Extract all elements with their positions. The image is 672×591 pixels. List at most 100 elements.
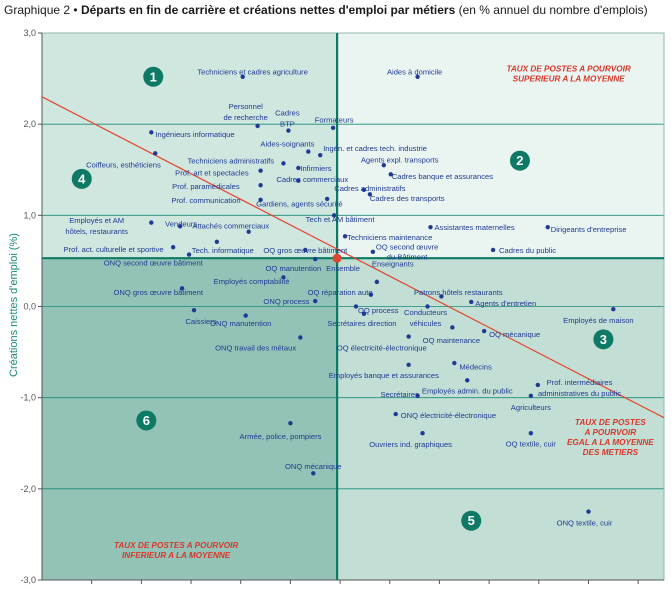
data-point (149, 220, 154, 225)
data-point (535, 382, 541, 388)
data-point (258, 168, 263, 173)
y-tick-label: 3,0 (23, 28, 36, 38)
data-label: OQ mécanique (489, 330, 540, 339)
quadrant-number-badge (509, 150, 530, 171)
data-label: ONQ travail des métaux (215, 344, 296, 353)
data-label: de recherche (224, 113, 268, 122)
grid-lines (42, 123, 664, 490)
data-label: Coiffeurs, esthéticiens (86, 160, 161, 169)
data-point (393, 411, 398, 417)
data-label: OQ second œuvre (376, 242, 438, 251)
quadrant-number-badge (593, 329, 614, 350)
data-label: administratives du public (538, 389, 621, 398)
data-point (361, 311, 367, 316)
data-point (240, 74, 245, 79)
data-label: BTP (280, 119, 295, 128)
center-point (332, 253, 342, 263)
data-point (296, 178, 301, 183)
quadrant-note: TAUX DE POSTES A POURVOIR SUPERIEUR A LA … (506, 64, 630, 83)
quadrant-note: TAUX DE POSTES A POURVOIR EGAL A LA MOYENN… (567, 418, 654, 457)
trend-line (42, 96, 664, 419)
quadrant-number-2: 2 (509, 150, 530, 171)
data-label: Secrétaires (380, 390, 419, 399)
data-label: Employés comptabilité (214, 277, 290, 286)
data-label: Patrons hôtels restaurants (414, 288, 503, 297)
data-label: Cadres administratifs (334, 184, 406, 193)
data-point (298, 335, 303, 340)
quadrant-number-1: 1 (143, 66, 164, 87)
data-point (318, 152, 323, 158)
data-point (450, 325, 455, 330)
data-label: Secrétaires direction (327, 319, 396, 328)
quadrant-number-text: 2 (516, 153, 523, 168)
data-label: Prof. paramédicales (172, 182, 240, 191)
data-label: Aides à domicile (387, 67, 442, 76)
quadrant-upper-left (42, 33, 338, 259)
quadrant-number-text: 3 (600, 332, 607, 347)
data-label: OQ textile, cuir (506, 439, 557, 448)
data-point (243, 313, 248, 318)
data-label: Cadres commerciaux (276, 175, 348, 184)
data-point (288, 420, 293, 426)
data-point (179, 286, 185, 291)
data-label: Personnel (229, 102, 264, 111)
data-point (528, 393, 534, 399)
data-point (361, 187, 367, 193)
y-tick-label: -1,0 (20, 393, 36, 403)
data-point (311, 471, 316, 476)
data-point (149, 130, 154, 135)
data-label: ONQ textile, cuir (557, 519, 613, 528)
data-point (406, 334, 411, 339)
data-label: Cadres banque et assurances (392, 172, 494, 181)
data-label: Cadres des transports (370, 194, 445, 203)
quadrant-number-text: 6 (143, 413, 150, 428)
data-label: Tech. informatique (192, 246, 254, 255)
data-label: Agents expl. transports (361, 156, 439, 165)
data-point (330, 125, 336, 131)
quadrant-number-badge (71, 168, 92, 189)
data-label: OQ process (358, 306, 399, 315)
data-label: ONQ gros œuvre bâtiment (114, 288, 204, 297)
data-label: Prof. communication (171, 196, 240, 205)
data-point (586, 509, 591, 514)
data-point (481, 328, 487, 334)
quadrant-number-badge (143, 66, 164, 87)
data-label: Aides-soignants (260, 139, 314, 148)
y-tick-label: 2,0 (23, 119, 36, 129)
data-label: Ingén. et cadres tech. industrie (323, 144, 427, 153)
data-label: ONQ manutention (210, 319, 271, 328)
data-point (153, 151, 158, 156)
data-point (170, 245, 176, 250)
data-label: Infirmiers (300, 164, 331, 173)
data-label: OQ électricité-électronique (337, 344, 427, 353)
data-point (367, 192, 373, 197)
chart-title-prefix: Graphique 2 • (4, 3, 78, 17)
data-point (255, 123, 260, 129)
data-label: OQ maintenance (423, 336, 480, 345)
data-point (388, 172, 393, 177)
y-axis-label: Créations nettes d'emploi (%) (8, 233, 20, 377)
data-point (331, 213, 337, 218)
data-point (415, 74, 420, 79)
data-label: Enseignants (372, 260, 414, 269)
axes: 3,0 2,0 1,0 0,0 -1,0 -2,0 -3,0 (20, 28, 665, 585)
data-point (353, 304, 359, 309)
data-label: OQ réparation auto (308, 288, 373, 297)
data-label: ONQ process (263, 297, 309, 306)
data-label: Conducteurs (404, 308, 447, 317)
data-label: ONQ second œuvre bâtiment (104, 259, 204, 268)
chart-subtitle: (en % annuel du nombre d'emplois) (458, 3, 648, 17)
y-tick-label: -2,0 (20, 484, 36, 494)
data-label: Prof. act. culturelle et sportive (64, 245, 164, 254)
quadrant-number-text: 5 (468, 513, 475, 528)
data-label: OQ manutention (266, 264, 322, 273)
data-point (258, 183, 263, 188)
data-point (611, 307, 616, 312)
data-point (306, 149, 311, 154)
data-label: Dirigeants d'entreprise (551, 225, 627, 234)
data-point (452, 360, 457, 366)
data-label: Techniciens maintenance (347, 233, 432, 242)
quadrant-notes: TAUX DE POSTES A POURVOIR SUPERIEUR A LA … (114, 64, 654, 560)
y-tick-label: 0,0 (23, 302, 36, 312)
